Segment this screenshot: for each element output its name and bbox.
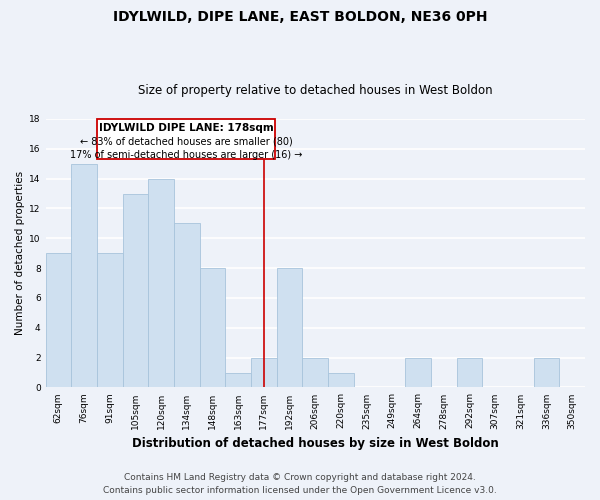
Bar: [46, 253, 71, 388]
Text: 17% of semi-detached houses are larger (16) →: 17% of semi-detached houses are larger (…: [70, 150, 302, 160]
X-axis label: Distribution of detached houses by size in West Boldon: Distribution of detached houses by size …: [132, 437, 499, 450]
Bar: [457, 358, 482, 388]
Text: IDYLWILD, DIPE LANE, EAST BOLDON, NE36 0PH: IDYLWILD, DIPE LANE, EAST BOLDON, NE36 0…: [113, 10, 487, 24]
Bar: [122, 194, 148, 388]
Bar: [251, 358, 277, 388]
Bar: [174, 224, 200, 388]
Bar: [405, 358, 431, 388]
Bar: [71, 164, 97, 388]
Y-axis label: Number of detached properties: Number of detached properties: [15, 171, 25, 336]
Bar: [226, 372, 251, 388]
Text: Contains HM Land Registry data © Crown copyright and database right 2024.
Contai: Contains HM Land Registry data © Crown c…: [103, 474, 497, 495]
Title: Size of property relative to detached houses in West Boldon: Size of property relative to detached ho…: [138, 84, 493, 97]
Bar: [302, 358, 328, 388]
FancyBboxPatch shape: [97, 119, 275, 160]
Bar: [328, 372, 354, 388]
Text: ← 83% of detached houses are smaller (80): ← 83% of detached houses are smaller (80…: [80, 137, 293, 147]
Bar: [97, 253, 122, 388]
Bar: [148, 178, 174, 388]
Bar: [533, 358, 559, 388]
Text: IDYLWILD DIPE LANE: 178sqm: IDYLWILD DIPE LANE: 178sqm: [99, 124, 274, 134]
Bar: [200, 268, 226, 388]
Bar: [277, 268, 302, 388]
